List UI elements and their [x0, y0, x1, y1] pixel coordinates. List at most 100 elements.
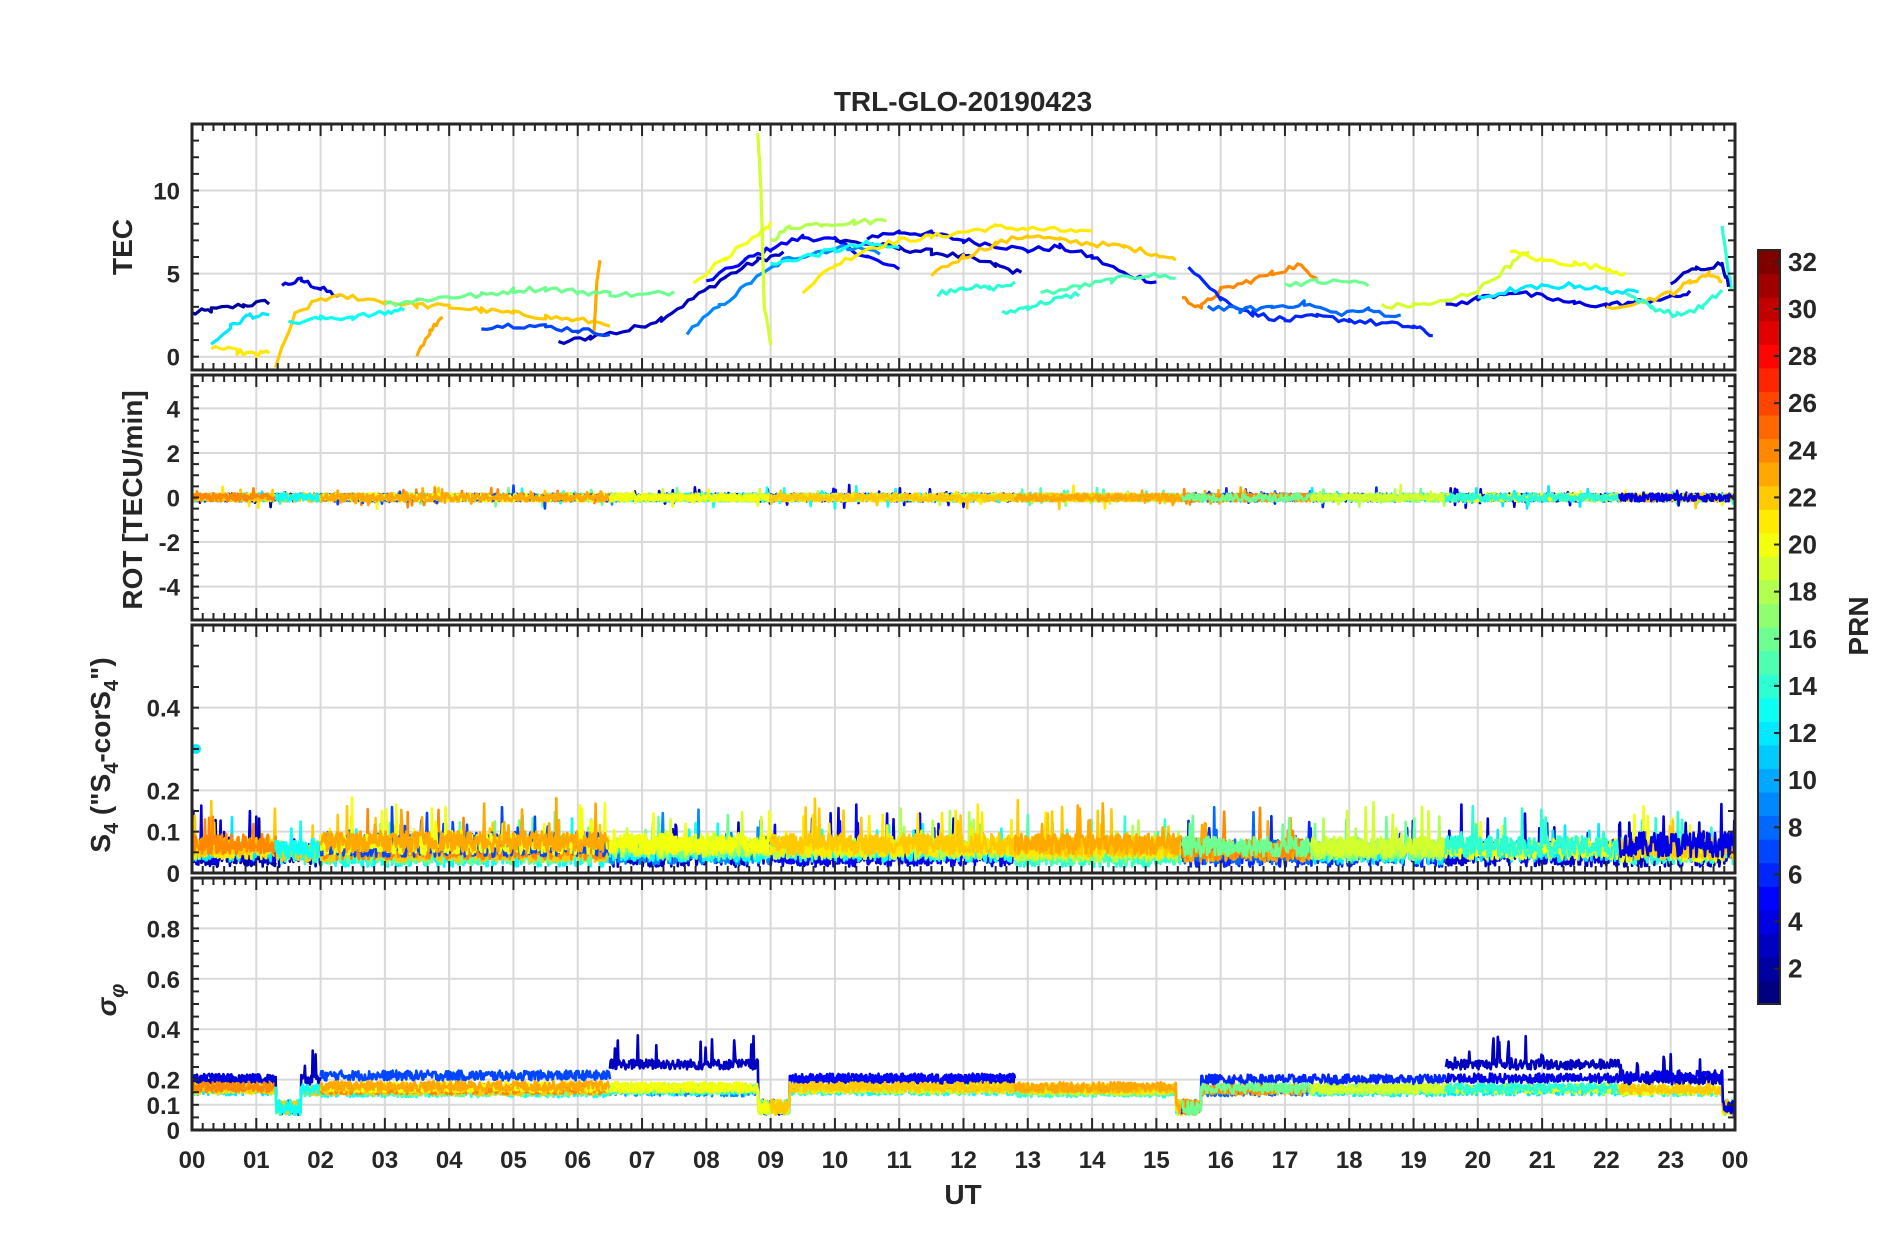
colorbar-tick-label: 24 — [1788, 435, 1817, 465]
colorbar-bin — [1758, 862, 1780, 887]
tec-series-prn18 — [769, 217, 887, 243]
colorbar-bin — [1758, 579, 1780, 605]
colorbar-tick-label: 16 — [1788, 624, 1817, 654]
tec-series-prn13 — [287, 306, 405, 326]
sigma-series-prn22 — [1618, 1082, 1735, 1116]
colorbar-bin — [1758, 485, 1780, 510]
rot-series-prn4 — [1618, 489, 1735, 507]
tec-series-prn2 — [192, 298, 271, 316]
panel-sigma: 00.10.2 0.4 0.6 0.8 — [147, 876, 1737, 1145]
s4-series-prn20 — [608, 810, 772, 856]
xtick-label: 10 — [822, 1147, 849, 1174]
tec-series-prn16 — [384, 285, 676, 307]
s4-label-mid2: -corS — [85, 691, 116, 763]
xtick-label: 05 — [500, 1147, 527, 1174]
tec-series-prn14 — [936, 280, 1016, 298]
colorbar-bin — [1758, 909, 1780, 934]
colorbar-bin — [1758, 768, 1780, 793]
s4-series-prn23 — [319, 796, 611, 854]
tec-series-prn22 — [274, 293, 611, 369]
s4-series-prn22 — [769, 797, 1017, 856]
colorbar-tick-label: 18 — [1788, 577, 1817, 607]
xtick-label: 21 — [1529, 1147, 1556, 1174]
colorbar-bin — [1758, 980, 1780, 1005]
tec-series-prn15 — [1040, 271, 1176, 296]
ytick-sigma: 0.8 — [147, 916, 180, 943]
tec-series-prn5 — [706, 233, 901, 283]
ytick-sigma: 0.6 — [147, 967, 180, 994]
sigma-series-prn3 — [608, 1034, 772, 1115]
tec-series-prn7 — [481, 322, 611, 338]
s4-label-main: S — [85, 834, 116, 853]
tec-series-prn16 — [1284, 278, 1370, 288]
panel-frame-s4 — [190, 623, 1737, 875]
rot-series-prn13 — [275, 492, 322, 503]
colorbar-bin — [1758, 367, 1780, 392]
tec-series-prn21 — [801, 223, 1093, 295]
colorbar-tick-label: 2 — [1788, 954, 1802, 984]
colorbar-tick-label: 8 — [1788, 812, 1802, 842]
colorbar-bin — [1758, 509, 1780, 534]
ytick-rot: 4 — [167, 396, 181, 423]
colorbar-bin — [1758, 815, 1780, 840]
tec-series-prn22 — [1605, 269, 1723, 310]
colorbar-tick-label: 4 — [1788, 907, 1803, 937]
sigma-series-prn16 — [1180, 1081, 1312, 1117]
chart-title: TRL-GLO-20190423 — [834, 86, 1092, 117]
panel-s4: 0 0.1 0.2 0.4 — [147, 623, 1737, 888]
ylabel-rot: ROT [TECU/min] — [117, 390, 148, 609]
xtick-label: 15 — [1143, 1147, 1170, 1174]
colorbar-tick-label: 22 — [1788, 482, 1817, 512]
xtick-label: 11 — [887, 1147, 912, 1174]
colorbar-bin — [1758, 839, 1780, 864]
ytick-sigma: 0.1 — [147, 1093, 180, 1120]
xtick-label: 23 — [1657, 1147, 1684, 1174]
xtick-label: 04 — [436, 1147, 463, 1174]
colorbar-bin — [1758, 791, 1780, 817]
xtick-label: 01 — [243, 1147, 270, 1174]
colorbar-tick-label: 14 — [1788, 671, 1817, 701]
colorbar-bin — [1758, 650, 1780, 675]
sigma-label-main: σ — [91, 996, 122, 1016]
ytick-s4: 0.2 — [147, 778, 180, 805]
sigma-series-prn23 — [1013, 1080, 1184, 1116]
rot-series-prn24 — [192, 487, 277, 503]
colorbar-tick-label: 30 — [1788, 294, 1817, 324]
rot-series-prn20 — [608, 488, 772, 508]
panel-frame-tec — [190, 122, 1737, 372]
tec-series-prn19 — [756, 132, 773, 346]
ytick-rot: 0 — [167, 486, 180, 513]
tec-series-prn12 — [210, 311, 270, 346]
tec-series-prn4 — [866, 229, 1157, 285]
tec-series-prn8 — [1206, 299, 1402, 319]
tec-series-prn13 — [770, 239, 900, 266]
sigma-series-prn22 — [769, 1080, 1016, 1116]
ytick-rot: -4 — [159, 575, 181, 602]
colorbar-bin — [1758, 438, 1780, 463]
xtick-label: 02 — [307, 1147, 334, 1174]
colorbar-tick-label: 32 — [1788, 247, 1817, 277]
colorbar-bin — [1758, 297, 1780, 322]
sigma-series-prn7 — [319, 1069, 612, 1082]
colorbar-bin — [1758, 744, 1780, 769]
tec-series-prn20 — [1509, 249, 1627, 277]
xtick-label: 13 — [1014, 1147, 1041, 1174]
sigma-series-prn23 — [319, 1079, 612, 1093]
s4-label-end: ") — [85, 657, 116, 680]
colorbar-bin — [1758, 250, 1780, 275]
xtick-label: 22 — [1593, 1147, 1620, 1174]
colorbar-tick-label: 26 — [1788, 388, 1817, 418]
ytick-sigma: 0.4 — [147, 1017, 181, 1044]
tec-series-prn4 — [281, 276, 341, 298]
colorbar-bin — [1758, 674, 1780, 699]
colorbar-label: PRN — [1843, 596, 1874, 655]
xtick-label: 19 — [1400, 1147, 1427, 1174]
data-tec — [192, 132, 1733, 369]
sigma-label-sub: φ — [107, 984, 129, 998]
xtick-label: 18 — [1336, 1147, 1363, 1174]
sigma-series-prn3 — [1444, 1034, 1621, 1071]
ytick-tec: 0 — [167, 345, 180, 372]
s4-series-prn23 — [1013, 802, 1184, 856]
